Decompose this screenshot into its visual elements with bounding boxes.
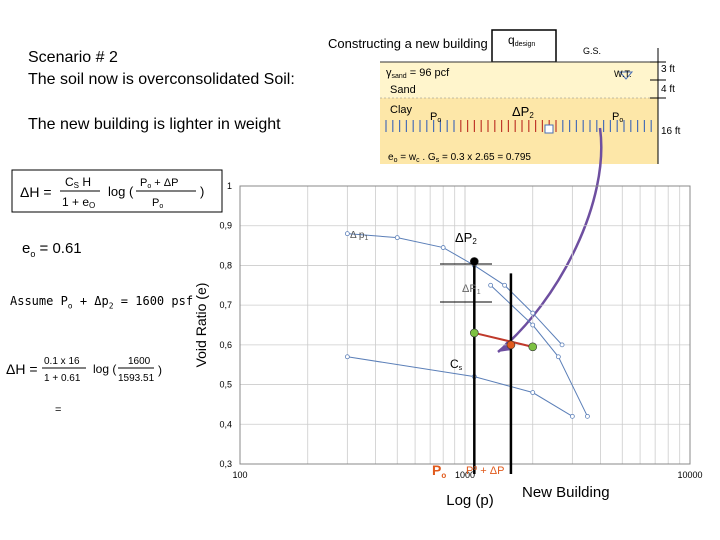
svg-text:ΔH =: ΔH = xyxy=(20,184,52,200)
svg-text:1593.51: 1593.51 xyxy=(118,373,155,384)
assume-statement: Assume Po + Δp2 = 1600 psf xyxy=(10,294,194,311)
svg-text:0.1 x 16: 0.1 x 16 xyxy=(44,356,80,367)
svg-text:): ) xyxy=(200,184,204,199)
x-axis-label: Log (p) xyxy=(446,492,494,509)
svg-text:1 + 0.61: 1 + 0.61 xyxy=(44,373,81,384)
eo-formula: eo = wc . Gs = 0.3 x 2.65 = 0.795 xyxy=(388,152,531,164)
y-tick-label: 0,4 xyxy=(219,419,232,429)
q-design-label: qdesign xyxy=(508,33,535,48)
x-tick-label: 100 xyxy=(232,470,247,480)
sand-label: Sand xyxy=(390,84,416,96)
series-point xyxy=(488,282,494,288)
series-line xyxy=(347,356,573,417)
chart-marker xyxy=(470,328,479,338)
series-point xyxy=(555,354,561,360)
depth-4ft: 4 ft xyxy=(661,84,675,95)
svg-text:1600: 1600 xyxy=(128,356,151,367)
chart-marker xyxy=(528,342,538,352)
svg-text:Po + ΔP: Po + ΔP xyxy=(140,177,178,190)
y-tick-label: 0,8 xyxy=(219,260,232,270)
series-point xyxy=(530,390,536,395)
scenario-title: Scenario # 2 xyxy=(28,49,118,66)
settlement-calc: ΔH = 0.1 x 16 1 + 0.61 log ( 1600 1593.5… xyxy=(6,356,162,384)
settlement-formula: ΔH = CS H 1 + eO log ( Po + ΔP Po ) xyxy=(11,169,223,213)
y-tick-label: 0,6 xyxy=(219,340,232,350)
chart-marker xyxy=(506,340,516,350)
depth-3ft: 3 ft xyxy=(661,64,675,75)
x-tick-label: 1000 xyxy=(455,470,475,480)
dp2-chart-label: ΔP2 xyxy=(455,230,477,246)
stress-arrows xyxy=(385,120,652,132)
series-point xyxy=(344,354,350,360)
clay-label: Clay xyxy=(390,104,413,116)
cs-chart-label: Cs xyxy=(450,357,463,372)
plot-frame xyxy=(239,185,691,465)
y-tick-label: 0,7 xyxy=(219,300,232,310)
po-plus-label: Po + ΔP xyxy=(466,465,504,477)
y-tick-label: 0,3 xyxy=(219,459,232,469)
calc-equals: = xyxy=(55,404,62,416)
scenario-subtitle: The soil now is overconsolidated Soil: xyxy=(28,71,295,88)
y-axis-label: Void Ratio (e) xyxy=(193,283,209,368)
construct-title: Constructing a new building xyxy=(328,36,488,51)
series-point xyxy=(502,282,508,288)
dp2-label: ΔP2 xyxy=(512,104,534,120)
po-label-right: Po xyxy=(612,111,623,124)
series-point xyxy=(569,413,575,419)
y-tick-label: 1 xyxy=(227,181,232,191)
series-point xyxy=(585,413,590,419)
svg-text:ΔH =: ΔH = xyxy=(6,361,38,377)
svg-text:log (: log ( xyxy=(108,184,134,199)
sand-layer xyxy=(380,62,658,98)
series-point xyxy=(559,342,565,348)
wt-label: W.T. xyxy=(614,69,632,79)
po-bottom-label: Po xyxy=(432,462,446,480)
dp1-label: Δ p1 xyxy=(350,230,368,242)
series-point xyxy=(530,310,536,316)
clay-midpoint-marker xyxy=(544,124,554,134)
svg-text:): ) xyxy=(158,363,162,377)
gs-label: G.S. xyxy=(583,46,601,56)
svg-text:CS H: CS H xyxy=(65,175,91,190)
depth-16ft: 16 ft xyxy=(661,126,681,137)
series-point xyxy=(440,245,446,250)
x-tick-label: 10000 xyxy=(677,470,702,480)
po-label: Po xyxy=(430,111,441,124)
cs-slope-line xyxy=(474,331,533,348)
svg-text:1 + eO: 1 + eO xyxy=(62,195,95,210)
y-tick-label: 0,5 xyxy=(219,380,232,390)
series-point xyxy=(394,235,400,241)
svg-text:log (: log ( xyxy=(93,362,116,376)
eo-value: eo = 0.61 xyxy=(22,240,82,259)
series-point xyxy=(344,231,350,237)
svg-text:Po: Po xyxy=(152,197,163,210)
building-lighter-note: The new building is lighter in weight xyxy=(28,116,281,133)
building-box xyxy=(491,29,557,63)
water-table-icon xyxy=(618,71,634,80)
gamma-sand-label: γsand = 96 pcf xyxy=(386,67,450,80)
new-building-label: New Building xyxy=(522,484,610,501)
series-point xyxy=(530,322,536,328)
y-tick-label: 0,9 xyxy=(219,221,232,231)
chart-marker xyxy=(470,257,479,266)
dp1b-chart-label: ΔP1 xyxy=(462,283,481,296)
link-arrow xyxy=(497,127,603,353)
